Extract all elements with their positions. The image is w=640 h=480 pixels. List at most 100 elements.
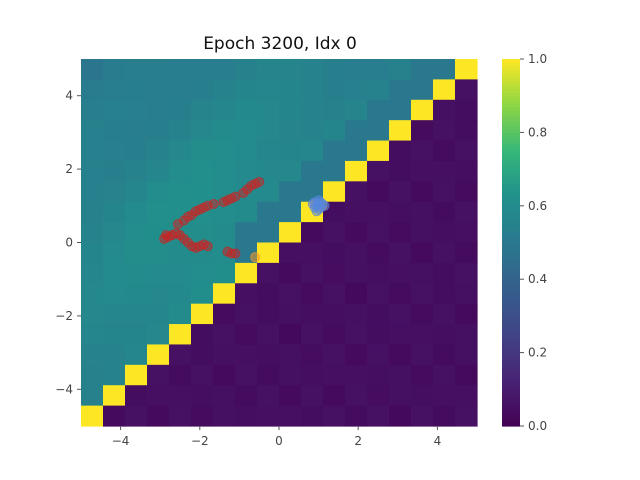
colorbar-segment — [502, 205, 520, 211]
heatmap-cell — [389, 364, 412, 386]
heatmap-cell — [81, 262, 104, 284]
heatmap-cell — [433, 324, 456, 346]
colorbar-segment — [502, 334, 520, 339]
heatmap-cell — [279, 160, 302, 182]
heatmap-cell — [279, 344, 302, 366]
heatmap-cell — [279, 201, 302, 223]
heatmap-cell — [433, 303, 456, 325]
heatmap-cell — [169, 385, 192, 407]
colorbar-segment — [502, 73, 520, 78]
colorbar-segment — [502, 224, 520, 229]
heatmap-cell — [411, 181, 434, 203]
heatmap-cell — [323, 385, 346, 407]
x-tick-label: 0 — [275, 434, 283, 448]
colorbar-segment — [502, 136, 520, 141]
colorbar-segment — [502, 363, 520, 368]
heatmap-cell — [367, 262, 390, 284]
heatmap-cell — [213, 262, 236, 284]
colorbar-segment — [502, 165, 520, 170]
colorbar-segment — [502, 414, 520, 420]
heatmap-cell — [455, 364, 478, 386]
heatmap-cell — [257, 140, 280, 162]
heatmap-cell — [433, 181, 456, 203]
heatmap-cell — [169, 262, 192, 284]
heatmap-cell — [455, 59, 478, 80]
colorbar-segment — [502, 117, 520, 122]
heatmap-cell — [433, 201, 456, 223]
colorbar-segment — [502, 326, 520, 332]
heatmap-cell — [455, 242, 478, 264]
colorbar-segment — [502, 257, 520, 262]
heatmap-cell — [191, 99, 214, 121]
heatmap-cell — [125, 59, 148, 80]
heatmap-cell — [147, 181, 170, 203]
heatmap-cell — [169, 405, 192, 427]
colorbar-segment — [502, 356, 520, 361]
x-tick-label: −2 — [191, 434, 209, 448]
heatmap-cell — [81, 140, 104, 162]
heatmap-cell — [213, 283, 236, 305]
heatmap-cell — [103, 364, 126, 386]
heatmap-cell — [81, 79, 104, 101]
heatmap-cell — [169, 59, 192, 80]
colorbar-segment — [502, 374, 520, 379]
heatmap-cell — [235, 262, 258, 284]
colorbar-segment — [502, 279, 520, 284]
heatmap-cell — [191, 222, 214, 244]
heatmap-cell — [323, 181, 346, 203]
heatmap-cell — [257, 262, 280, 284]
scatter-point — [202, 241, 213, 252]
colorbar-segment — [502, 242, 520, 247]
heatmap-cell — [169, 160, 192, 182]
heatmap-cell — [125, 405, 148, 427]
heatmap-cell — [455, 79, 478, 101]
heatmap-cell — [433, 405, 456, 427]
heatmap-cell — [411, 99, 434, 121]
heatmap-cell — [169, 324, 192, 346]
colorbar-segment — [502, 293, 520, 299]
heatmap-cell — [103, 201, 126, 223]
colorbar-segment — [502, 422, 520, 427]
heatmap-cell — [367, 344, 390, 366]
colorbar-segment — [502, 370, 520, 376]
colorbar-segment — [502, 139, 520, 145]
heatmap-cell — [455, 160, 478, 182]
colorbar-segment — [502, 176, 520, 181]
heatmap-cell — [125, 140, 148, 162]
colorbar-segment — [502, 220, 520, 225]
heatmap-cell — [389, 120, 412, 142]
scatter-point — [309, 197, 320, 208]
heatmap-cell — [169, 120, 192, 142]
heatmap-cell — [235, 160, 258, 182]
colorbar-segment — [502, 246, 520, 251]
heatmap-cell — [125, 120, 148, 142]
heatmap-cell — [301, 242, 324, 264]
heatmap-cell — [433, 99, 456, 121]
heatmap-cell — [411, 59, 434, 80]
heatmap-cell — [191, 303, 214, 325]
heatmap-cell — [257, 120, 280, 142]
heatmap-cell — [257, 160, 280, 182]
heatmap-cell — [81, 120, 104, 142]
heatmap-cell — [433, 242, 456, 264]
heatmap-cell — [455, 283, 478, 305]
heatmap-cell — [411, 120, 434, 142]
heatmap-cell — [367, 405, 390, 427]
heatmap-cell — [147, 99, 170, 121]
heatmap-cell — [213, 344, 236, 366]
colorbar-segment — [502, 352, 520, 357]
heatmap-cell — [125, 79, 148, 101]
colorbar-tick-label: 0.0 — [528, 419, 547, 433]
heatmap-cell — [279, 303, 302, 325]
heatmap-cell — [213, 59, 236, 80]
heatmap-cell — [367, 283, 390, 305]
heatmap-cell — [279, 59, 302, 80]
heatmap-cell — [389, 181, 412, 203]
heatmap-cell — [323, 405, 346, 427]
axes: −4 −2 0 2 4 −4 −2 0 2 4 — [55, 89, 441, 448]
heatmap-cell — [257, 181, 280, 203]
colorbar-segment — [502, 268, 520, 273]
colorbar-segment — [502, 227, 520, 233]
heatmap-cell — [411, 324, 434, 346]
